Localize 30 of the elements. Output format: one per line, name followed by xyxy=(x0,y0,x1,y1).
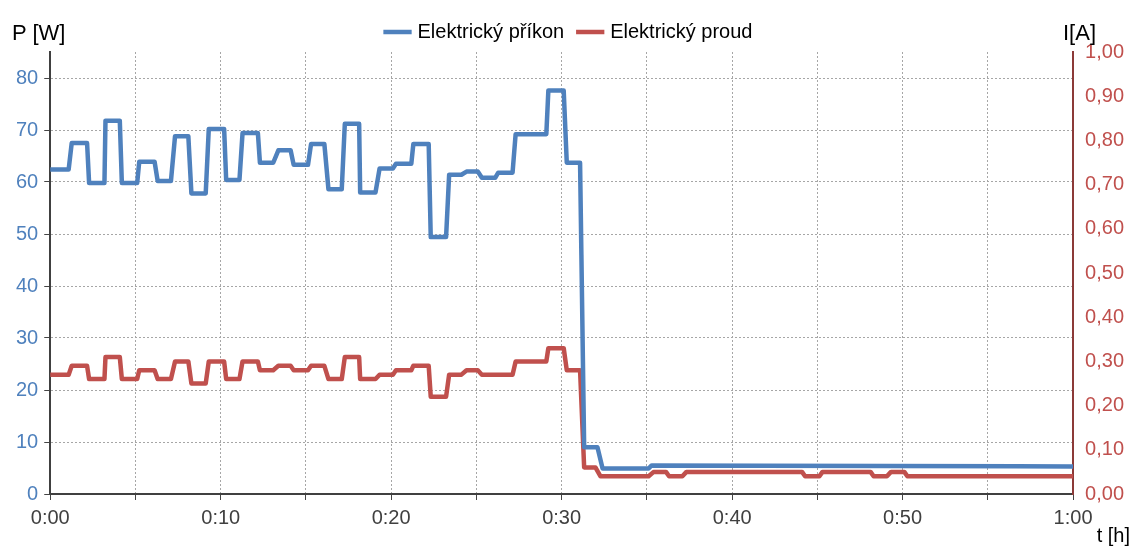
y2-tick-label: 0,00 xyxy=(1085,481,1125,504)
y2-tick-label: 0,20 xyxy=(1085,393,1125,416)
x-axis-title: t [h] xyxy=(1096,524,1130,546)
y-axis-title: P [W] xyxy=(12,20,66,45)
y-tick-label: 30 xyxy=(16,325,39,348)
x-tick-label: 0:40 xyxy=(712,505,752,528)
y2-tick-label: 0,70 xyxy=(1085,172,1125,195)
y2-tick-label: 0,40 xyxy=(1085,304,1125,327)
y2-tick-label: 0,80 xyxy=(1085,127,1125,150)
y-tick-label: 10 xyxy=(16,429,39,452)
y-tick-label: 50 xyxy=(16,221,39,244)
y2-tick-label: 0,50 xyxy=(1085,260,1125,283)
y-tick-label: 60 xyxy=(16,169,39,192)
y-tick-label: 70 xyxy=(16,117,39,140)
x-tick-label: 0:10 xyxy=(201,505,241,528)
x-tick-label: 0:20 xyxy=(371,505,411,528)
y-tick-label: 0 xyxy=(27,481,39,504)
x-tick-label: 0:30 xyxy=(542,505,582,528)
x-tick-label: 1:00 xyxy=(1053,505,1093,528)
y2-tick-label: 0,10 xyxy=(1085,437,1125,460)
legend-label: Elektrický proud xyxy=(610,19,753,42)
y2-tick-label: 0,30 xyxy=(1085,348,1125,371)
y-tick-label: 20 xyxy=(16,377,39,400)
x-tick-label: 0:00 xyxy=(30,505,70,528)
y-tick-label: 40 xyxy=(16,273,39,296)
y2-tick-label: 0,60 xyxy=(1085,216,1125,239)
legend-label: Elektrický příkon xyxy=(417,19,565,42)
y-tick-label: 80 xyxy=(16,65,39,88)
y2-tick-label: 0,90 xyxy=(1085,83,1125,106)
x-tick-label: 0:50 xyxy=(883,505,923,528)
